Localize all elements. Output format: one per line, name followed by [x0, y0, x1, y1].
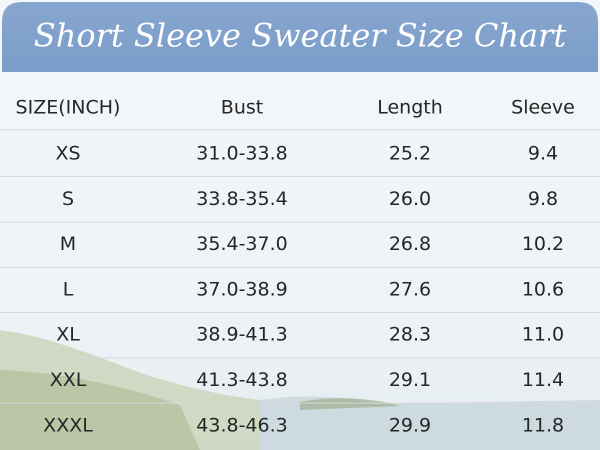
measurement: 11.8 — [522, 414, 564, 436]
measurement: 35.4-37.0 — [196, 233, 287, 255]
title: Short Sleeve Sweater Size Chart — [34, 17, 567, 55]
size-label: L — [63, 278, 74, 300]
measurement: 11.4 — [522, 369, 564, 391]
measurement: 29.1 — [389, 369, 431, 391]
size-label: S — [62, 188, 74, 210]
measurement: 10.6 — [522, 278, 564, 300]
column-header: Sleeve — [511, 97, 575, 119]
island — [300, 398, 400, 410]
measurement: 9.8 — [528, 188, 558, 210]
measurement: 26.8 — [389, 233, 431, 255]
size-label: XL — [56, 324, 80, 346]
measurement: 25.2 — [389, 143, 431, 165]
measurement: 33.8-35.4 — [196, 188, 287, 210]
size-label: XXXL — [43, 414, 93, 436]
size-label: XS — [55, 143, 80, 165]
column-header: Length — [377, 97, 443, 119]
hill-front — [0, 370, 200, 450]
size-label: M — [60, 233, 76, 255]
measurement: 29.9 — [389, 414, 431, 436]
measurement: 27.6 — [389, 278, 431, 300]
measurement: 28.3 — [389, 324, 431, 346]
measurement: 41.3-43.8 — [196, 369, 287, 391]
measurement: 9.4 — [528, 143, 558, 165]
measurement: 38.9-41.3 — [196, 324, 287, 346]
measurement: 37.0-38.9 — [196, 278, 287, 300]
column-header: Bust — [221, 97, 263, 119]
sea — [260, 396, 600, 450]
measurement: 10.2 — [522, 233, 564, 255]
table: SIZE(INCH) Bust Length Sleeve XS 31.0-33.8 25.… — [0, 97, 600, 436]
measurement: 11.0 — [522, 324, 564, 346]
column-header: SIZE(INCH) — [16, 97, 121, 119]
measurement: 43.8-46.3 — [196, 414, 287, 436]
title-banner — [2, 2, 598, 72]
measurement: 31.0-33.8 — [196, 143, 287, 165]
measurement: 26.0 — [389, 188, 431, 210]
size-label: XXL — [50, 369, 87, 391]
